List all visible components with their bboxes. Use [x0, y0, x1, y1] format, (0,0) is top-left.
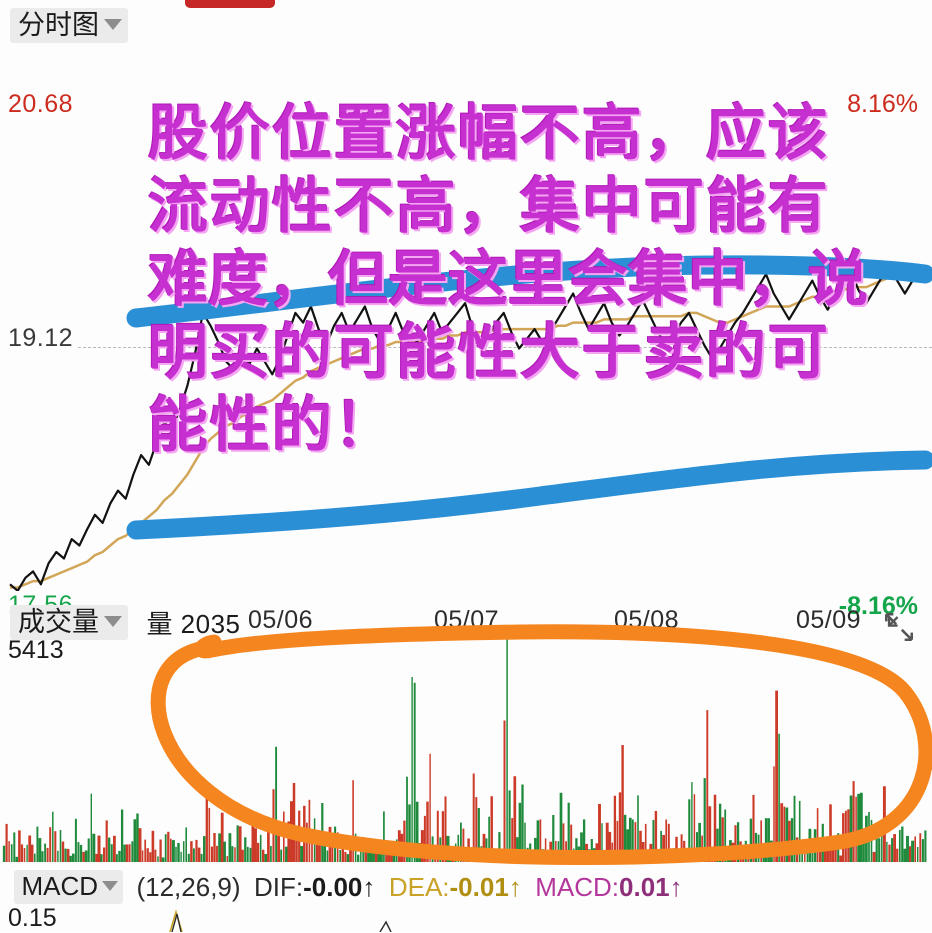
volume-indicator-label: 成交量 — [18, 607, 99, 637]
macd-dea-label: DEA: — [388, 871, 450, 902]
macd-macd-value: 0.01↑ — [619, 871, 683, 902]
price-panel-header: 分时图 — [0, 8, 932, 48]
macd-dif-value: -0.00↑ — [303, 871, 376, 902]
macd-dif-group: DIF:-0.00↑ — [254, 872, 375, 903]
volume-axis-max: 5413 — [8, 636, 64, 664]
price-axis-mid: 19.12 — [8, 324, 74, 352]
price-pct-high: 8.16% — [847, 90, 918, 118]
volume-panel-header: 成交量 量 2035 — [0, 604, 932, 644]
macd-dif-label: DIF: — [254, 871, 304, 902]
volume-indicator-selector[interactable]: 成交量 — [10, 605, 128, 640]
chevron-down-icon — [104, 616, 122, 627]
macd-indicator-selector[interactable]: MACD — [14, 870, 124, 904]
macd-macd-group: MACD:0.01↑ — [535, 872, 682, 903]
annotation-text-block: 股价位置涨幅不高，应该 流动性不高，集中可能有 难度，但是这里会集中，说 明买的… — [148, 98, 908, 463]
macd-axis-top: 0.15 — [8, 904, 57, 932]
price-chart-type-selector[interactable]: 分时图 — [10, 8, 128, 43]
price-reference-line — [78, 347, 932, 348]
macd-header-row: MACD (12,26,9) DIF:-0.00↑ DEA:-0.01↑ MAC… — [0, 870, 932, 908]
annotation-line-1: 流动性不高，集中可能有 — [148, 172, 830, 242]
annotation-line-3: 明买的可能性大于卖的可 — [148, 318, 830, 388]
price-chart-type-label: 分时图 — [18, 10, 99, 40]
volume-bars-svg — [2, 638, 927, 862]
macd-macd-label: MACD: — [535, 871, 620, 902]
macd-chart-panel[interactable]: MACD (12,26,9) DIF:-0.00↑ DEA:-0.01↑ MAC… — [0, 870, 932, 932]
annotation-line-4: 能性的！ — [148, 391, 396, 461]
macd-params: (12,26,9) — [136, 871, 241, 902]
price-pct-low: -8.16% — [838, 592, 918, 620]
annotation-line-0: 股价位置涨幅不高，应该 — [148, 99, 830, 169]
top-red-tab-indicator — [185, 0, 275, 8]
macd-dea-group: DEA:-0.01↑ — [389, 872, 522, 903]
chevron-down-icon — [102, 881, 119, 891]
macd-series-svg — [169, 909, 392, 932]
macd-dea-value: -0.01↑ — [449, 871, 522, 902]
volume-chart-panel[interactable]: 5413 — [0, 598, 932, 868]
price-axis-high: 20.68 — [8, 90, 74, 118]
chevron-down-icon — [104, 19, 122, 30]
annotation-line-2: 难度，但是这里会集中，说 — [148, 245, 868, 315]
macd-indicator-label: MACD — [21, 871, 99, 901]
